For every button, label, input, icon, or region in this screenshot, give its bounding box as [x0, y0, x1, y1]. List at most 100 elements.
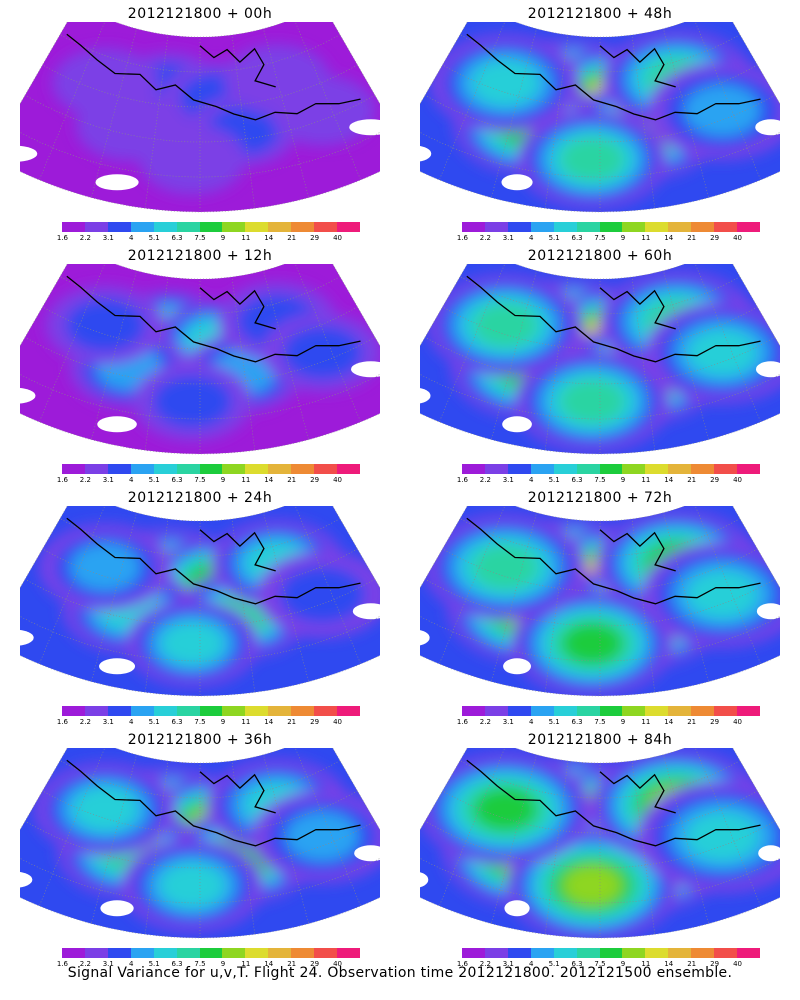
variance-contour — [269, 75, 376, 146]
data-gap — [755, 361, 780, 378]
data-gap — [99, 658, 136, 675]
colorbar-swatch — [737, 464, 760, 474]
meridian-line — [626, 264, 661, 455]
meridian-line — [480, 264, 548, 455]
meridian-line — [652, 22, 720, 213]
colorbar-label: 40 — [333, 476, 342, 484]
colorbar-label: 5.1 — [148, 476, 160, 484]
colorbar-swatch — [245, 706, 269, 716]
colorbar-swatch — [737, 222, 760, 232]
parallel-line — [442, 790, 758, 834]
colorbar-swatch — [314, 464, 338, 474]
colorbar-label: 4 — [528, 476, 534, 484]
meridian-line — [252, 22, 320, 213]
colorbar-swatch — [553, 706, 577, 716]
colorbar-swatch — [199, 948, 223, 958]
colorbar-swatch — [222, 222, 246, 232]
colorbar-label: 5.1 — [148, 960, 160, 968]
meridian-line — [252, 506, 320, 697]
colorbar-label: 9 — [620, 476, 626, 484]
colorbar-label: 14 — [664, 960, 674, 968]
colorbar-swatch — [107, 706, 131, 716]
colorbar-swatch — [107, 222, 131, 232]
meridian-line — [226, 748, 261, 939]
colorbar-labels: 1.6 2.2 3.1 4 5.1 6.3 7.5 9 11 14 21 29 40 — [55, 960, 365, 970]
colorbar-swatch — [714, 948, 738, 958]
data-gap — [349, 119, 380, 136]
colorbar-label: 3.1 — [502, 234, 514, 242]
colorbar-label: 14 — [264, 718, 274, 726]
data-gap — [420, 629, 430, 646]
meridian-line — [626, 506, 661, 697]
colorbar-label: 3.1 — [102, 476, 114, 484]
colorbar-swatch — [622, 222, 646, 232]
colorbar-swatch — [599, 222, 623, 232]
parallel-line — [24, 94, 376, 143]
variance-contour — [685, 812, 759, 862]
meridian-line — [80, 22, 148, 213]
coastline — [66, 759, 361, 847]
map-panel: 2012121800 + 36h 1.6 2.2 3.1 4 5.1 6.3 7.5 9 11 14… — [0, 726, 400, 968]
parallel-line — [442, 548, 758, 592]
map-panel: 2012121800 + 24h 1.6 2.2 3.1 4 5.1 6.3 7.5 9 11 14… — [0, 484, 400, 726]
variance-contour — [65, 298, 146, 352]
parallel-line — [424, 336, 776, 385]
colorbar-label: 40 — [733, 476, 742, 484]
meridian-line — [80, 748, 148, 939]
colorbar-label: 5.1 — [548, 960, 560, 968]
variance-contour — [473, 303, 537, 347]
colorbar-swatch — [484, 706, 508, 716]
parallel-line — [59, 760, 341, 799]
parallel-line — [59, 276, 341, 315]
meridian-line — [80, 506, 148, 697]
coastline — [466, 275, 761, 363]
coastline — [599, 529, 676, 572]
parallel-line — [42, 306, 358, 350]
colorbar-swatch — [668, 464, 692, 474]
colorbar-swatch — [507, 948, 531, 958]
panel-title: 2012121800 + 12h — [127, 248, 273, 264]
colorbar-label: 1.6 — [56, 476, 69, 484]
panel-title: 2012121800 + 36h — [127, 732, 273, 748]
colorbar-label: 11 — [641, 476, 651, 484]
variance-contour — [52, 48, 159, 119]
parallel-line — [59, 34, 341, 73]
colorbar-swatch — [691, 464, 715, 474]
parallel-line — [420, 367, 780, 420]
colorbar-label: 4 — [528, 960, 534, 968]
colorbar-swatch — [714, 706, 738, 716]
data-gap — [20, 871, 33, 888]
variance-contour — [683, 84, 761, 137]
colorbar-label: 14 — [664, 476, 674, 484]
colorbar-label: 9 — [220, 960, 226, 968]
coastline — [199, 771, 276, 814]
colorbar-label: 3.1 — [502, 476, 514, 484]
map-panel: 2012121800 + 00h 1.6 2.2 3.1 4 5.1 6.3 7.5 9 11 14… — [0, 0, 400, 242]
colorbar-swatch — [530, 706, 554, 716]
colorbar-label: 29 — [310, 476, 320, 484]
colorbar-labels: 1.6 2.2 3.1 4 5.1 6.3 7.5 9 11 14 21 29 40 — [455, 960, 765, 970]
variance-contour — [152, 374, 233, 429]
panel-title: 2012121800 + 24h — [127, 490, 273, 506]
colorbar-label: 3.1 — [102, 234, 114, 242]
colorbar-label: 7.5 — [194, 960, 206, 968]
colorbar-swatch — [507, 464, 531, 474]
panel-title: 2012121800 + 84h — [527, 732, 673, 748]
colorbar-label: 2.2 — [479, 960, 491, 968]
coastline — [199, 529, 276, 572]
meridian-line — [226, 506, 261, 697]
colorbar-swatch — [484, 464, 508, 474]
variance-contour — [139, 124, 246, 195]
colorbar-label: 3.1 — [502, 960, 514, 968]
parallel-line — [420, 851, 780, 904]
data-gap — [20, 629, 34, 646]
colorbar-swatch — [222, 464, 246, 474]
colorbar-label: 40 — [733, 718, 742, 726]
colorbar-labels: 1.6 2.2 3.1 4 5.1 6.3 7.5 9 11 14 21 29 40 — [55, 476, 365, 486]
colorbar-swatch — [714, 222, 738, 232]
parallel-line — [420, 609, 780, 662]
colorbar-label: 21 — [287, 234, 297, 242]
meridian-line — [539, 264, 574, 455]
coastline — [66, 33, 361, 121]
coastline — [466, 759, 761, 847]
